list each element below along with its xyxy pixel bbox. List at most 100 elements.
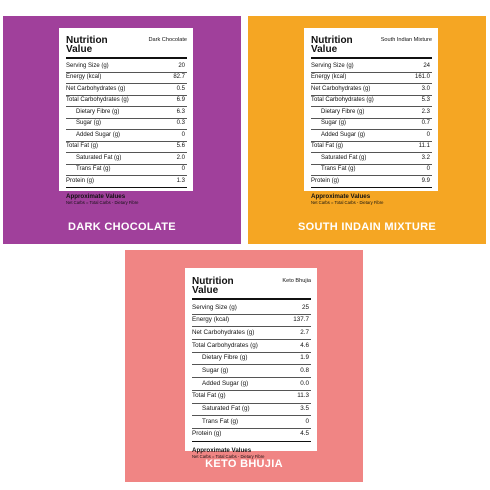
nutrient-label: Protein (g) xyxy=(192,430,222,438)
nutrient-value: 0.7 xyxy=(421,120,430,126)
nutrient-label: Energy (kcal) xyxy=(192,316,230,324)
nutrition-header: Nutrition Value South Indian Mixture xyxy=(311,36,432,59)
nutrient-label: Serving Size (g) xyxy=(192,303,237,311)
nutrition-table: Serving Size (g) 20 Energy (kcal) 82.7 Net… xyxy=(66,61,187,188)
nutrition-row: Protein (g) 1.3 xyxy=(66,176,187,188)
nutrition-row: Serving Size (g) 25 xyxy=(192,302,311,315)
nutrient-label: Saturated Fat (g) xyxy=(202,405,250,413)
nutrient-label: Saturated Fat (g) xyxy=(76,154,122,161)
nutrient-label: Total Fat (g) xyxy=(311,143,344,149)
nutrition-row: Dietary Fibre (g) 1.9 xyxy=(192,353,311,366)
nutrient-value: 1.3 xyxy=(176,177,185,184)
nutrient-label: Dietary Fibre (g) xyxy=(202,354,248,362)
nutrition-title-line1: Nutrition xyxy=(66,35,108,46)
nutrient-label: Added Sugar (g) xyxy=(321,131,366,138)
product-panel-keto-bhujia: Nutrition Value Keto Bhujia Serving Size… xyxy=(125,250,363,482)
nutrition-card: Nutrition Value South Indian Mixture Ser… xyxy=(304,28,438,205)
product-name: Keto Bhujia xyxy=(282,278,311,284)
nutrient-label: Added Sugar (g) xyxy=(202,379,249,387)
nutrition-row: Sugar (g) 0.3 xyxy=(66,119,187,130)
nutrition-title: Nutrition Value xyxy=(192,276,234,296)
nutrient-value: 20 xyxy=(178,62,185,69)
nutrition-title-line1: Nutrition xyxy=(311,35,353,46)
nutrition-row: Total Fat (g) 11.3 xyxy=(192,391,311,404)
nutrition-row: Total Carbohydrates (g) 5.3 xyxy=(311,96,432,107)
nutrition-title: Nutrition Value xyxy=(311,35,353,55)
nutrient-value: 82.7 xyxy=(173,74,185,80)
nutrient-label: Net Carbohydrates (g) xyxy=(192,328,255,336)
nutrient-value: 24 xyxy=(423,62,430,69)
nutrition-row: Dietary Fibre (g) 2.3 xyxy=(311,107,432,119)
nutrient-label: Trans Fat (g) xyxy=(76,166,111,172)
nutrient-value: 6.3 xyxy=(176,108,185,115)
nutrition-row: Total Fat (g) 11.1 xyxy=(311,142,432,153)
nutrient-label: Total Carbohydrates (g) xyxy=(311,97,374,103)
nutrient-label: Saturated Fat (g) xyxy=(321,154,367,161)
nutrition-row: Total Fat (g) 5.6 xyxy=(66,142,187,153)
nutrient-value: 11.3 xyxy=(297,392,309,400)
nutrition-row: Serving Size (g) 20 xyxy=(66,61,187,73)
nutrient-label: Total Fat (g) xyxy=(192,392,226,400)
nutrient-label: Sugar (g) xyxy=(321,120,347,126)
nutrition-row: Protein (g) 4.5 xyxy=(192,429,311,442)
nutrition-row: Net Carbohydrates (g) 2.7 xyxy=(192,327,311,341)
nutrition-row: Added Sugar (g) 0.0 xyxy=(192,378,311,391)
nutrition-row: Energy (kcal) 82.7 xyxy=(66,73,187,84)
nutrient-value: 0.0 xyxy=(300,379,309,387)
product-name: Dark Chocolate xyxy=(148,37,187,43)
nutrient-label: Net Carbohydrates (g) xyxy=(66,85,126,92)
nutrition-row: Total Carbohydrates (g) 6.9 xyxy=(66,96,187,107)
nutrition-header: Nutrition Value Dark Chocolate xyxy=(66,36,187,59)
nutrient-value: 0 xyxy=(181,166,185,172)
nutrition-title-line1: Nutrition xyxy=(192,276,234,287)
nutrition-row: Net Carbohydrates (g) 3.0 xyxy=(311,84,432,96)
nutrition-row: Dietary Fibre (g) 6.3 xyxy=(66,107,187,119)
nutrient-label: Total Fat (g) xyxy=(66,143,99,149)
product-panel-south-indian-mixture: Nutrition Value South Indian Mixture Ser… xyxy=(248,16,486,244)
product-label: DARK CHOCOLATE xyxy=(68,221,176,233)
nutrient-value: 2.0 xyxy=(176,154,185,161)
nutrient-label: Serving Size (g) xyxy=(66,62,109,69)
nutrition-row: Trans Fat (g) 0 xyxy=(311,165,432,176)
nutrient-value: 2.7 xyxy=(300,328,309,336)
nutrient-value: 0.8 xyxy=(300,367,309,375)
nutrition-row: Serving Size (g) 24 xyxy=(311,61,432,73)
nutrition-header: Nutrition Value Keto Bhujia xyxy=(192,277,311,300)
nutrition-row: Sugar (g) 0.8 xyxy=(192,365,311,379)
approx-values-title: Approximate Values xyxy=(311,192,371,200)
nutrient-label: Serving Size (g) xyxy=(311,62,354,69)
nutrition-table: Serving Size (g) 24 Energy (kcal) 161.0 Ne… xyxy=(311,61,432,188)
nutrient-label: Total Carbohydrates (g) xyxy=(66,97,129,103)
product-panel-dark-chocolate: Nutrition Value Dark Chocolate Serving S… xyxy=(3,16,241,244)
nutrition-row: Saturated Fat (g) 3.5 xyxy=(192,404,311,417)
nutrient-value: 5.3 xyxy=(421,97,430,103)
approx-values-title: Approximate Values xyxy=(192,446,252,454)
nutrition-row: Total Carbohydrates (g) 4.6 xyxy=(192,340,311,353)
net-carbs-note: Net Carbs = Total Carbs - Dietary Fibre xyxy=(192,453,265,459)
nutrition-row: Net Carbohydrates (g) 0.5 xyxy=(66,84,187,96)
nutrition-row: Added Sugar (g) 0 xyxy=(311,130,432,142)
nutrient-label: Total Carbohydrates (g) xyxy=(192,341,258,349)
net-carbs-note: Net Carbs = Total Carbs - Dietary Fibre xyxy=(66,199,139,205)
nutrient-label: Added Sugar (g) xyxy=(76,131,121,138)
nutrition-title-line2: Value xyxy=(192,285,219,296)
nutrient-label: Sugar (g) xyxy=(202,367,229,375)
nutrient-label: Protein (g) xyxy=(311,177,340,184)
nutrition-card: Nutrition Value Dark Chocolate Serving S… xyxy=(59,28,193,205)
nutrient-value: 3.2 xyxy=(421,154,430,161)
nutrition-row: Saturated Fat (g) 3.2 xyxy=(311,153,432,165)
nutrient-value: 9.9 xyxy=(421,177,430,184)
product-label: KETO BHUJIA xyxy=(205,458,283,470)
nutrition-table: Serving Size (g) 25 Energy (kcal) 137.7 Ne… xyxy=(192,302,311,442)
nutrient-value: 161.0 xyxy=(414,74,430,80)
nutrition-title: Nutrition Value xyxy=(66,35,108,55)
nutrient-value: 25 xyxy=(301,303,309,311)
nutrient-label: Trans Fat (g) xyxy=(321,166,356,172)
approx-values-title: Approximate Values xyxy=(66,192,126,200)
nutrient-label: Protein (g) xyxy=(66,177,95,184)
nutrient-label: Net Carbohydrates (g) xyxy=(311,85,371,92)
nutrient-value: 0 xyxy=(426,131,430,138)
nutrient-label: Dietary Fibre (g) xyxy=(76,108,120,115)
nutrition-title-line2: Value xyxy=(311,44,338,55)
nutrition-row: Trans Fat (g) 0 xyxy=(192,416,311,429)
